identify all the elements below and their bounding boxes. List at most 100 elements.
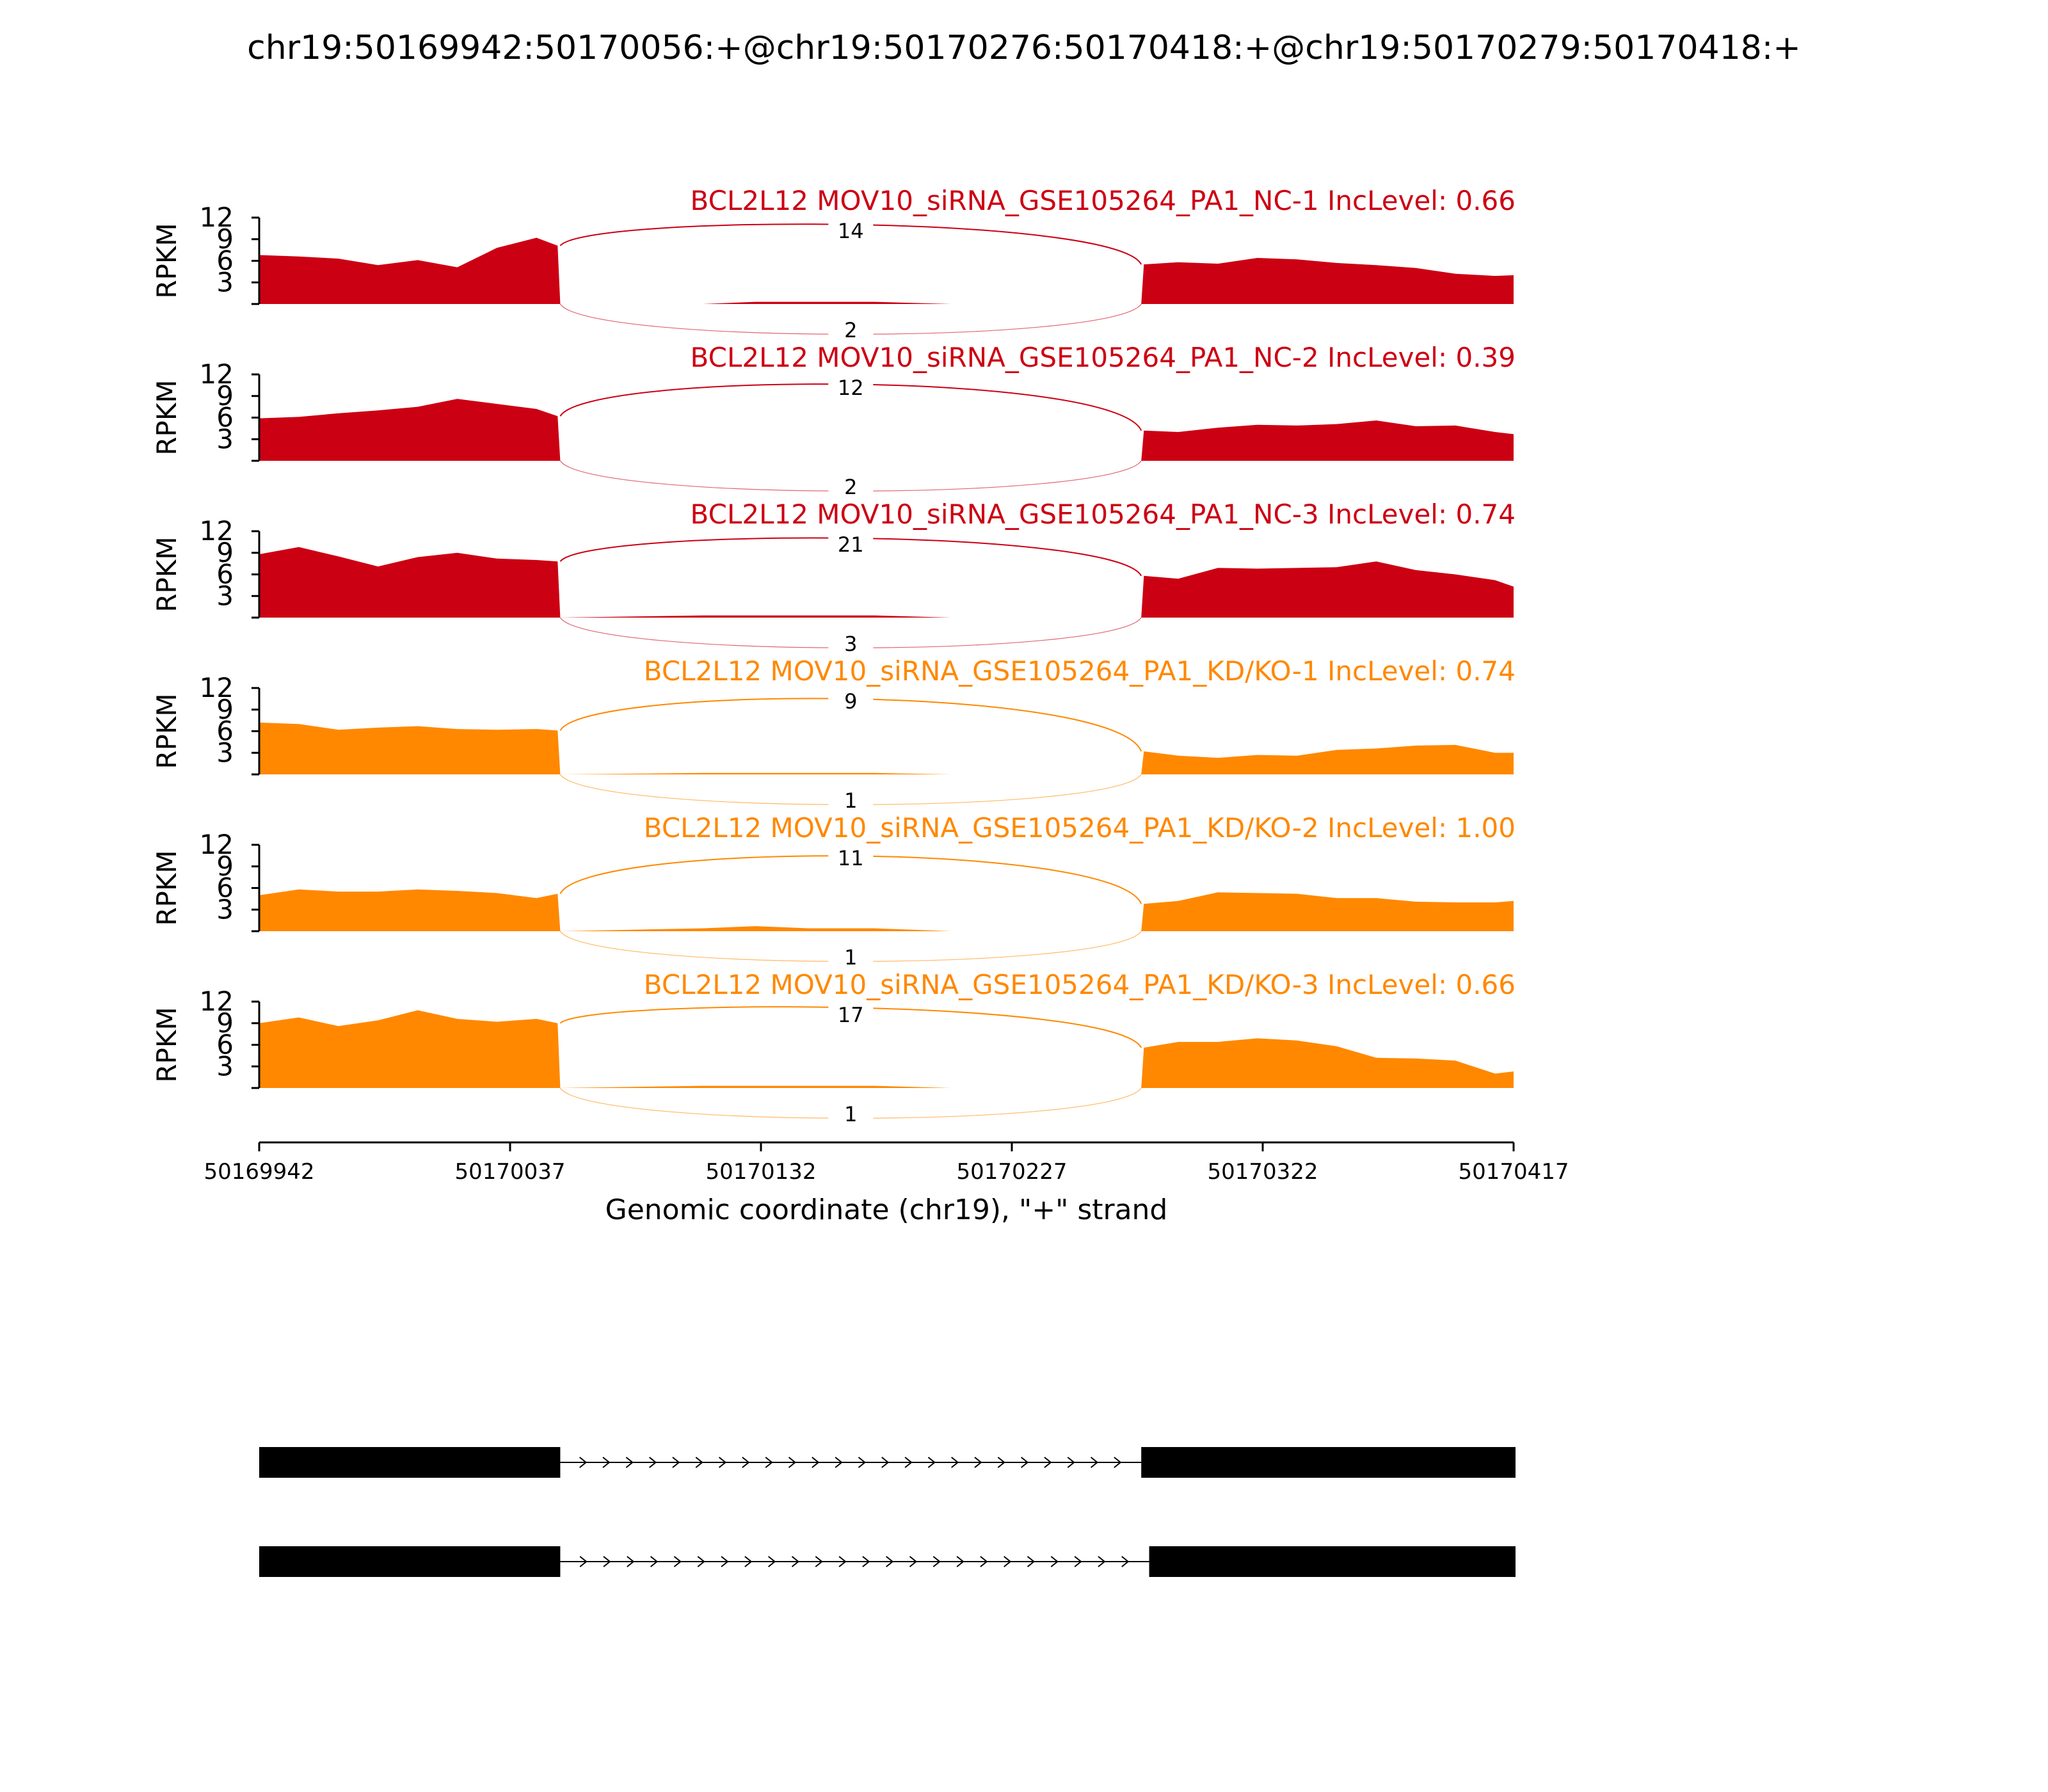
junction-count-label: 2 xyxy=(828,474,874,499)
strand-arrow xyxy=(838,1556,847,1567)
y-tick-label: 12 xyxy=(200,672,234,703)
junction-count: 3 xyxy=(844,632,857,656)
track-title: BCL2L12 MOV10_siRNA_GSE105264_PA1_KD/KO-… xyxy=(644,812,1516,844)
coverage-area xyxy=(259,889,1514,931)
coverage-area xyxy=(259,237,1514,304)
isoform-2 xyxy=(259,1546,1516,1577)
strand-arrow xyxy=(1090,1457,1099,1468)
strand-arrow xyxy=(697,1556,705,1567)
y-tick-label: 6 xyxy=(216,716,234,747)
strand-arrow xyxy=(858,1457,867,1468)
y-tick-label: 3 xyxy=(216,737,234,768)
strand-arrow xyxy=(602,1457,611,1468)
junction-count-label: 1 xyxy=(828,1101,874,1126)
strand-arrow xyxy=(721,1556,729,1567)
y-tick-label: 12 xyxy=(200,986,234,1017)
strand-arrow xyxy=(791,1556,800,1567)
strand-arrow xyxy=(718,1457,727,1468)
y-axis-label: RPKM xyxy=(151,1007,182,1082)
strand-arrow xyxy=(1114,1457,1122,1468)
junction-count-label: 17 xyxy=(828,1002,874,1027)
label-box xyxy=(828,688,874,714)
y-tick-label: 9 xyxy=(216,1007,234,1039)
strand-arrow xyxy=(1027,1556,1036,1567)
strand-arrow xyxy=(881,1457,890,1468)
y-tick-label: 12 xyxy=(200,202,234,233)
junction-count-label: 2 xyxy=(828,317,874,342)
label-box xyxy=(828,845,874,870)
strand-arrow xyxy=(909,1556,918,1567)
junction-count-label: 9 xyxy=(828,688,874,714)
figure-title: chr19:50169942:50170056:+@chr19:50170276… xyxy=(247,29,1801,67)
strand-arrow xyxy=(673,1556,682,1567)
junction-count: 12 xyxy=(838,376,864,400)
strand-arrow xyxy=(603,1556,611,1567)
junction-count: 9 xyxy=(844,689,857,714)
y-tick-label: 12 xyxy=(200,358,234,390)
junction-count-label: 21 xyxy=(828,531,874,557)
label-box xyxy=(828,531,874,557)
y-tick-label: 6 xyxy=(216,559,234,590)
strand-arrow xyxy=(768,1556,776,1567)
strand-arrow xyxy=(835,1457,843,1468)
junction-count: 2 xyxy=(844,475,857,499)
x-axis-label: Genomic coordinate (chr19), "+" strand xyxy=(605,1194,1168,1226)
label-box xyxy=(828,944,874,970)
strand-arrow xyxy=(997,1457,1005,1468)
strand-arrow xyxy=(649,1457,657,1468)
track-title: BCL2L12 MOV10_siRNA_GSE105264_PA1_NC-1 I… xyxy=(691,185,1516,216)
y-axis-label: RPKM xyxy=(151,693,182,769)
x-axis: 50169942 50170037 50170132 50170227 50170322… xyxy=(204,1141,1569,1185)
exon-block xyxy=(1141,1447,1516,1478)
strand-arrow xyxy=(932,1556,941,1567)
x-tick-label: 50170132 xyxy=(705,1159,816,1185)
strand-arrow xyxy=(1021,1457,1029,1468)
strand-arrow xyxy=(1074,1556,1082,1567)
isoform-1 xyxy=(259,1447,1516,1478)
y-tick-label: 12 xyxy=(200,829,234,860)
junction-count-label: 1 xyxy=(828,944,874,970)
strand-arrow xyxy=(627,1556,635,1567)
y-tick-label: 3 xyxy=(216,893,234,925)
strand-arrow xyxy=(1004,1556,1012,1567)
label-box xyxy=(828,1101,874,1126)
strand-arrow xyxy=(1067,1457,1075,1468)
x-tick-label: 50170417 xyxy=(1458,1159,1569,1185)
label-box xyxy=(828,474,874,499)
label-box xyxy=(828,630,874,656)
y-tick-label: 9 xyxy=(216,380,234,412)
y-tick-label: 6 xyxy=(216,1029,234,1060)
label-box xyxy=(828,317,874,342)
y-tick-label: 6 xyxy=(216,402,234,433)
junction-count: 17 xyxy=(838,1003,864,1027)
x-tick-label: 50170227 xyxy=(956,1159,1067,1185)
strand-arrow xyxy=(695,1457,703,1468)
coverage-area xyxy=(259,399,1514,461)
y-tick-label: 3 xyxy=(216,266,234,298)
strand-arrow xyxy=(744,1556,753,1567)
strand-arrow xyxy=(951,1457,959,1468)
coverage-area xyxy=(259,723,1514,774)
label-box xyxy=(828,218,874,243)
junction-count-label: 11 xyxy=(828,845,874,870)
strand-arrow xyxy=(650,1556,659,1567)
x-tick-label: 50170037 xyxy=(454,1159,565,1185)
junction-count: 1 xyxy=(844,788,857,813)
strand-arrow xyxy=(956,1556,964,1567)
strand-arrow xyxy=(1044,1457,1052,1468)
track-title: BCL2L12 MOV10_siRNA_GSE105264_PA1_NC-2 I… xyxy=(691,342,1516,373)
strand-arrow xyxy=(815,1556,823,1567)
junction-count: 21 xyxy=(838,532,864,557)
isoform-structure xyxy=(259,1447,1516,1577)
exon-block xyxy=(259,1447,561,1478)
y-tick-label: 9 xyxy=(216,537,234,568)
coverage-area xyxy=(259,547,1514,618)
strand-arrow xyxy=(672,1457,680,1468)
junction-count: 1 xyxy=(844,1102,857,1126)
junction-count: 14 xyxy=(838,219,864,243)
x-tick-label: 50170322 xyxy=(1207,1159,1318,1185)
